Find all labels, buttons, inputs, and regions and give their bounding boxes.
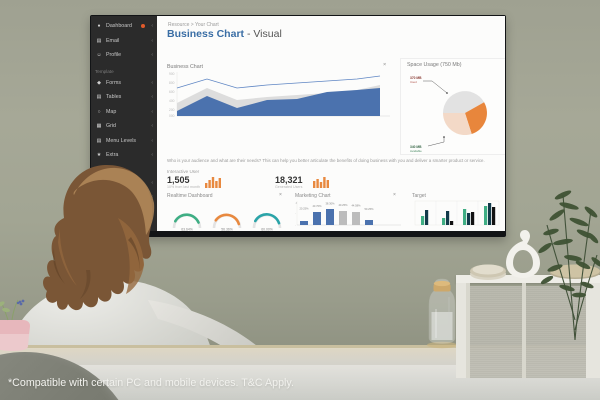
svg-text:400: 400 bbox=[169, 99, 175, 103]
svg-text:Available: Available bbox=[410, 149, 422, 153]
svg-text:44.58%: 44.58% bbox=[351, 204, 361, 208]
svg-text:200: 200 bbox=[169, 108, 175, 112]
svg-text:38.30%: 38.30% bbox=[325, 202, 335, 206]
svg-text:600: 600 bbox=[169, 90, 175, 94]
svg-text:000: 000 bbox=[169, 114, 175, 118]
svg-text:50.25%: 50.25% bbox=[364, 207, 374, 211]
svg-text:20.25%: 20.25% bbox=[299, 207, 309, 211]
svg-text:43.70%: 43.70% bbox=[312, 204, 322, 208]
svg-text:Used: Used bbox=[410, 80, 417, 84]
svg-text:900: 900 bbox=[169, 72, 175, 76]
svg-text:800: 800 bbox=[169, 81, 175, 85]
svg-text:40.25%: 40.25% bbox=[338, 203, 348, 207]
